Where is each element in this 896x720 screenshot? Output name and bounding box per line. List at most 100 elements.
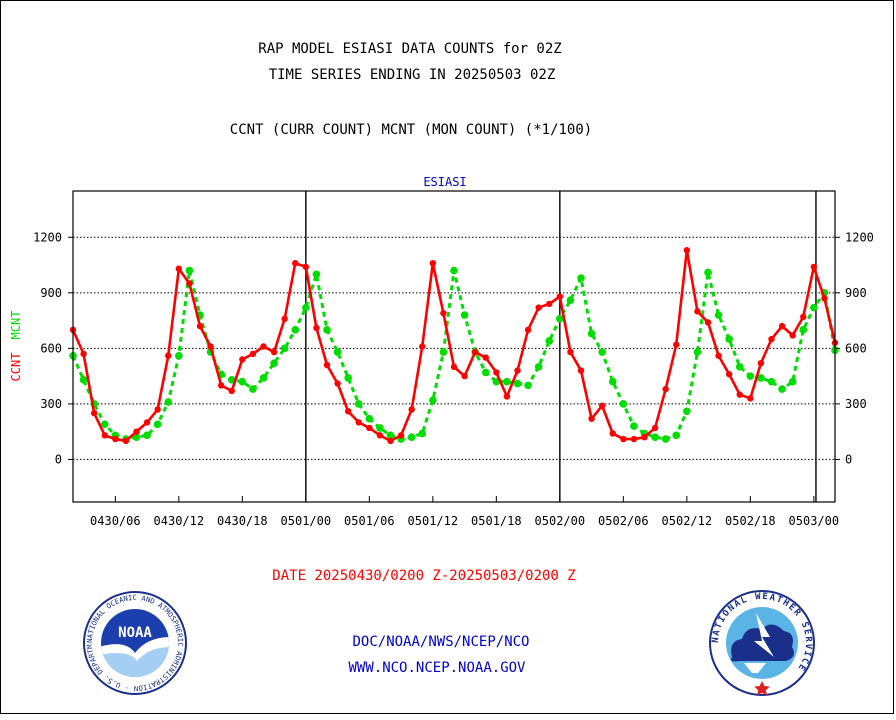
- date-range: DATE 20250430/0200 Z-20250503/0200 Z: [272, 568, 575, 584]
- noaa-wordmark: NOAA: [118, 625, 152, 641]
- point-ccnt: [493, 369, 500, 376]
- point-ccnt: [514, 367, 521, 374]
- x-tick-label: 0502/00: [535, 514, 586, 528]
- point-mcnt: [79, 376, 88, 384]
- x-tick-label: 0501/18: [471, 514, 522, 528]
- point-ccnt: [641, 434, 648, 441]
- point-ccnt: [715, 352, 722, 359]
- x-tick-label: 0502/18: [725, 514, 776, 528]
- point-ccnt: [662, 385, 669, 393]
- point-ccnt: [588, 415, 595, 422]
- point-ccnt: [535, 304, 542, 311]
- point-ccnt: [334, 380, 341, 387]
- site-link[interactable]: WWW.NCO.NCEP.NOAA.GOV: [348, 660, 526, 676]
- point-ccnt: [630, 435, 638, 443]
- point-ccnt: [598, 402, 606, 409]
- point-ccnt: [239, 356, 246, 363]
- y-axis-label: CCNT MCNT: [9, 311, 23, 382]
- point-mcnt: [810, 303, 818, 312]
- point-mcnt: [291, 326, 300, 334]
- title-line-2: TIME SERIES ENDING IN 20250503 02Z: [269, 67, 556, 83]
- point-mcnt: [323, 326, 331, 334]
- point-ccnt: [186, 280, 193, 287]
- point-ccnt: [609, 430, 616, 437]
- y-tick-label-left: 1200: [33, 230, 62, 244]
- y-label-ccnt: CCNT: [9, 353, 23, 382]
- point-mcnt: [153, 420, 162, 429]
- x-tick-label: 0501/00: [281, 514, 332, 528]
- point-ccnt: [249, 350, 257, 358]
- x-tick-label: 0430/18: [217, 514, 268, 528]
- point-mcnt: [429, 396, 437, 404]
- point-mcnt: [757, 374, 765, 382]
- point-mcnt: [661, 435, 670, 443]
- point-mcnt: [767, 377, 776, 386]
- point-ccnt: [344, 408, 352, 415]
- point-ccnt: [175, 265, 183, 272]
- point-mcnt: [577, 274, 585, 282]
- grid-layer: [73, 191, 835, 502]
- point-mcnt: [587, 329, 596, 338]
- point-mcnt: [619, 400, 628, 408]
- point-ccnt: [387, 437, 394, 445]
- star-icon: [754, 681, 770, 696]
- y-tick-label-left: 600: [40, 341, 62, 355]
- point-mcnt: [302, 303, 310, 312]
- point-ccnt: [800, 313, 807, 321]
- point-ccnt: [546, 300, 553, 308]
- point-ccnt: [651, 424, 659, 432]
- point-ccnt: [90, 409, 98, 417]
- lightning-icon: [754, 613, 774, 657]
- point-ccnt: [133, 428, 140, 435]
- point-mcnt: [259, 374, 268, 382]
- point-mcnt: [725, 335, 733, 343]
- point-mcnt: [376, 424, 384, 432]
- series-layer: [69, 247, 839, 445]
- point-ccnt: [725, 371, 733, 378]
- point-ccnt: [556, 293, 564, 300]
- point-mcnt: [534, 363, 543, 371]
- point-mcnt: [556, 314, 564, 323]
- point-mcnt: [630, 422, 638, 430]
- point-ccnt: [397, 432, 405, 439]
- nws-logo: NATIONAL WEATHER SERVICE: [709, 590, 815, 696]
- point-mcnt: [799, 326, 808, 334]
- org-link[interactable]: DOC/NOAA/NWS/NCEP/NCO: [352, 634, 529, 650]
- y-tick-label-left: 0: [55, 452, 62, 466]
- point-ccnt: [577, 367, 585, 374]
- point-mcnt: [481, 368, 490, 377]
- x-tick-label: 0502/06: [598, 514, 649, 528]
- point-mcnt: [704, 268, 712, 277]
- x-tick-label: 0501/06: [344, 514, 395, 528]
- point-ccnt: [704, 319, 712, 326]
- point-ccnt: [778, 322, 786, 330]
- point-mcnt: [672, 431, 681, 440]
- point-ccnt: [482, 354, 489, 361]
- y-tick-label-left: 900: [40, 286, 62, 300]
- panel-title: ESIASI: [423, 175, 466, 189]
- x-tick-label: 0430/12: [154, 514, 205, 528]
- y-tick-label-right: 900: [845, 286, 867, 300]
- point-ccnt: [80, 350, 87, 358]
- point-ccnt: [747, 395, 754, 402]
- point-ccnt: [122, 437, 130, 445]
- point-ccnt: [207, 343, 214, 350]
- point-ccnt: [143, 419, 151, 426]
- point-ccnt: [101, 432, 108, 439]
- point-mcnt: [100, 420, 109, 429]
- point-mcnt: [545, 337, 554, 345]
- point-mcnt: [354, 400, 363, 408]
- chart-subtitle: CCNT (CURR COUNT) MCNT (MON COUNT) (*1/1…: [230, 122, 592, 138]
- point-mcnt: [270, 359, 278, 367]
- point-mcnt: [735, 363, 744, 371]
- y-tick-label-right: 300: [845, 397, 867, 411]
- point-ccnt: [228, 387, 235, 395]
- point-mcnt: [503, 377, 511, 386]
- point-ccnt: [270, 348, 278, 356]
- point-ccnt: [366, 424, 373, 432]
- point-ccnt: [461, 372, 468, 380]
- x-tick-label: 0430/06: [90, 514, 141, 528]
- point-mcnt: [143, 431, 151, 440]
- point-ccnt: [620, 435, 627, 443]
